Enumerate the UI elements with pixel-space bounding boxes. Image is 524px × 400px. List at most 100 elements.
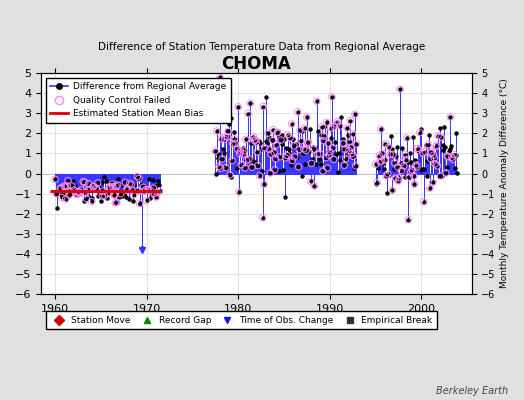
Point (221, 134, 230, 140)
Point (273, 130, 281, 136)
Point (297, 138, 305, 144)
Point (391, 175, 400, 181)
Point (376, 158, 384, 165)
Point (310, 183, 319, 189)
Point (75, 189, 84, 195)
Point (136, 200, 144, 207)
Point (211, 148, 220, 154)
Point (322, 119, 331, 126)
Point (260, 181, 268, 188)
Point (61, 184, 69, 190)
Point (250, 137, 258, 144)
Point (235, 150, 244, 157)
Point (402, 156, 410, 163)
Point (277, 137, 285, 143)
Point (242, 136, 250, 142)
Point (110, 192, 118, 198)
Point (405, 174, 413, 180)
Point (340, 140, 348, 147)
Text: Berkeley Earth: Berkeley Earth (436, 386, 508, 396)
Point (57, 185, 66, 191)
Point (248, 164, 256, 170)
Point (325, 148, 334, 155)
Point (325, 152, 333, 158)
Point (108, 181, 116, 187)
Point (384, 144, 392, 150)
Point (68, 183, 76, 189)
Point (259, 103, 268, 110)
Point (345, 147, 353, 154)
Point (74, 190, 83, 197)
Point (380, 156, 389, 163)
Point (103, 190, 112, 197)
Point (373, 180, 381, 186)
Point (294, 164, 303, 170)
Point (432, 144, 440, 150)
Point (126, 180, 134, 187)
Point (431, 161, 439, 167)
Point (235, 189, 243, 195)
Point (346, 117, 355, 124)
Point (245, 156, 253, 162)
Point (93, 187, 101, 193)
Point (281, 155, 290, 161)
Point (315, 150, 324, 157)
Point (89, 184, 97, 190)
Point (340, 162, 348, 168)
Point (429, 179, 437, 186)
Point (283, 132, 292, 138)
Point (152, 194, 161, 200)
Point (318, 124, 326, 130)
Point (404, 216, 412, 223)
Point (307, 160, 315, 166)
Point (51, 176, 59, 183)
Point (99, 188, 107, 194)
Point (342, 155, 350, 162)
Point (113, 182, 122, 188)
Point (264, 130, 272, 136)
Point (290, 154, 299, 160)
Point (252, 139, 260, 145)
Point (442, 170, 450, 176)
Point (313, 151, 322, 157)
Point (324, 140, 332, 146)
Point (381, 140, 390, 147)
Point (375, 152, 384, 159)
Point (133, 173, 141, 180)
Point (421, 148, 429, 155)
Point (141, 186, 150, 193)
Point (450, 151, 458, 158)
Point (295, 146, 303, 153)
Point (388, 187, 397, 194)
Point (109, 184, 117, 190)
Point (386, 151, 394, 158)
Point (310, 146, 318, 153)
Point (234, 104, 243, 110)
Point (412, 162, 420, 168)
Point (395, 175, 403, 181)
Point (437, 134, 445, 140)
Point (335, 123, 344, 129)
Point (61, 196, 70, 202)
Point (58, 194, 66, 201)
Point (135, 175, 143, 182)
Point (268, 137, 277, 144)
Point (155, 188, 163, 194)
Point (150, 190, 158, 197)
Point (220, 136, 228, 143)
Point (348, 131, 357, 137)
Legend: Station Move, Record Gap, Time of Obs. Change, Empirical Break: Station Move, Record Gap, Time of Obs. C… (46, 311, 437, 329)
Point (413, 145, 422, 152)
Point (416, 129, 424, 136)
Point (287, 121, 296, 127)
Point (447, 154, 456, 160)
Point (101, 193, 109, 199)
Point (320, 138, 328, 144)
Point (243, 157, 251, 164)
Point (286, 134, 294, 141)
Point (216, 74, 224, 80)
Point (84, 187, 92, 193)
Point (237, 162, 245, 168)
Point (86, 186, 94, 192)
Point (419, 199, 428, 205)
